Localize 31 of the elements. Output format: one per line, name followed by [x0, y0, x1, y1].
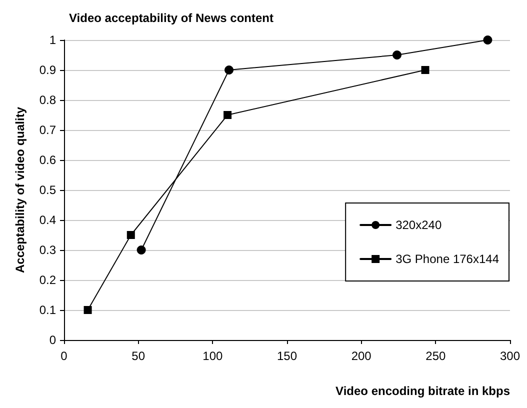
- x-tick-label: 0: [60, 349, 68, 363]
- y-axis-title: Acceptability of video quality: [13, 106, 27, 274]
- x-tick-label: 50: [132, 349, 146, 363]
- y-tick-label: 0.8: [39, 93, 56, 107]
- point: [421, 66, 430, 74]
- y-tick-label: 0: [49, 333, 56, 347]
- point: [483, 36, 492, 44]
- y-tick-label: 0.5: [39, 183, 56, 197]
- y-tick-label: 0.4: [39, 213, 56, 227]
- x-tick-label: 100: [202, 349, 223, 363]
- legend-label: 320x240: [396, 218, 442, 232]
- x-axis-title: Video encoding bitrate in kbps: [336, 384, 510, 398]
- point: [224, 66, 234, 74]
- x-tick-label: 200: [351, 349, 372, 363]
- point: [126, 231, 135, 239]
- point: [136, 246, 146, 254]
- y-tick-label: 0.7: [39, 123, 56, 137]
- chart-title: Video acceptability of News content: [69, 11, 274, 25]
- y-tick-label: 0.2: [39, 273, 56, 287]
- legend-label: 3G Phone 176x144: [396, 252, 500, 266]
- x-tick-label: 150: [276, 349, 298, 363]
- y-tick-label: 1: [49, 33, 56, 47]
- y-tick-label: 0.9: [39, 63, 56, 77]
- y-tick-label: 0.3: [39, 243, 56, 257]
- x-tick-label: 300: [500, 349, 520, 363]
- y-tick-label: 0.1: [39, 303, 56, 317]
- point: [392, 50, 402, 60]
- x-tick-label: 250: [426, 349, 446, 363]
- point: [84, 306, 92, 314]
- point: [224, 111, 232, 119]
- y-tick-label: 0.6: [39, 153, 56, 167]
